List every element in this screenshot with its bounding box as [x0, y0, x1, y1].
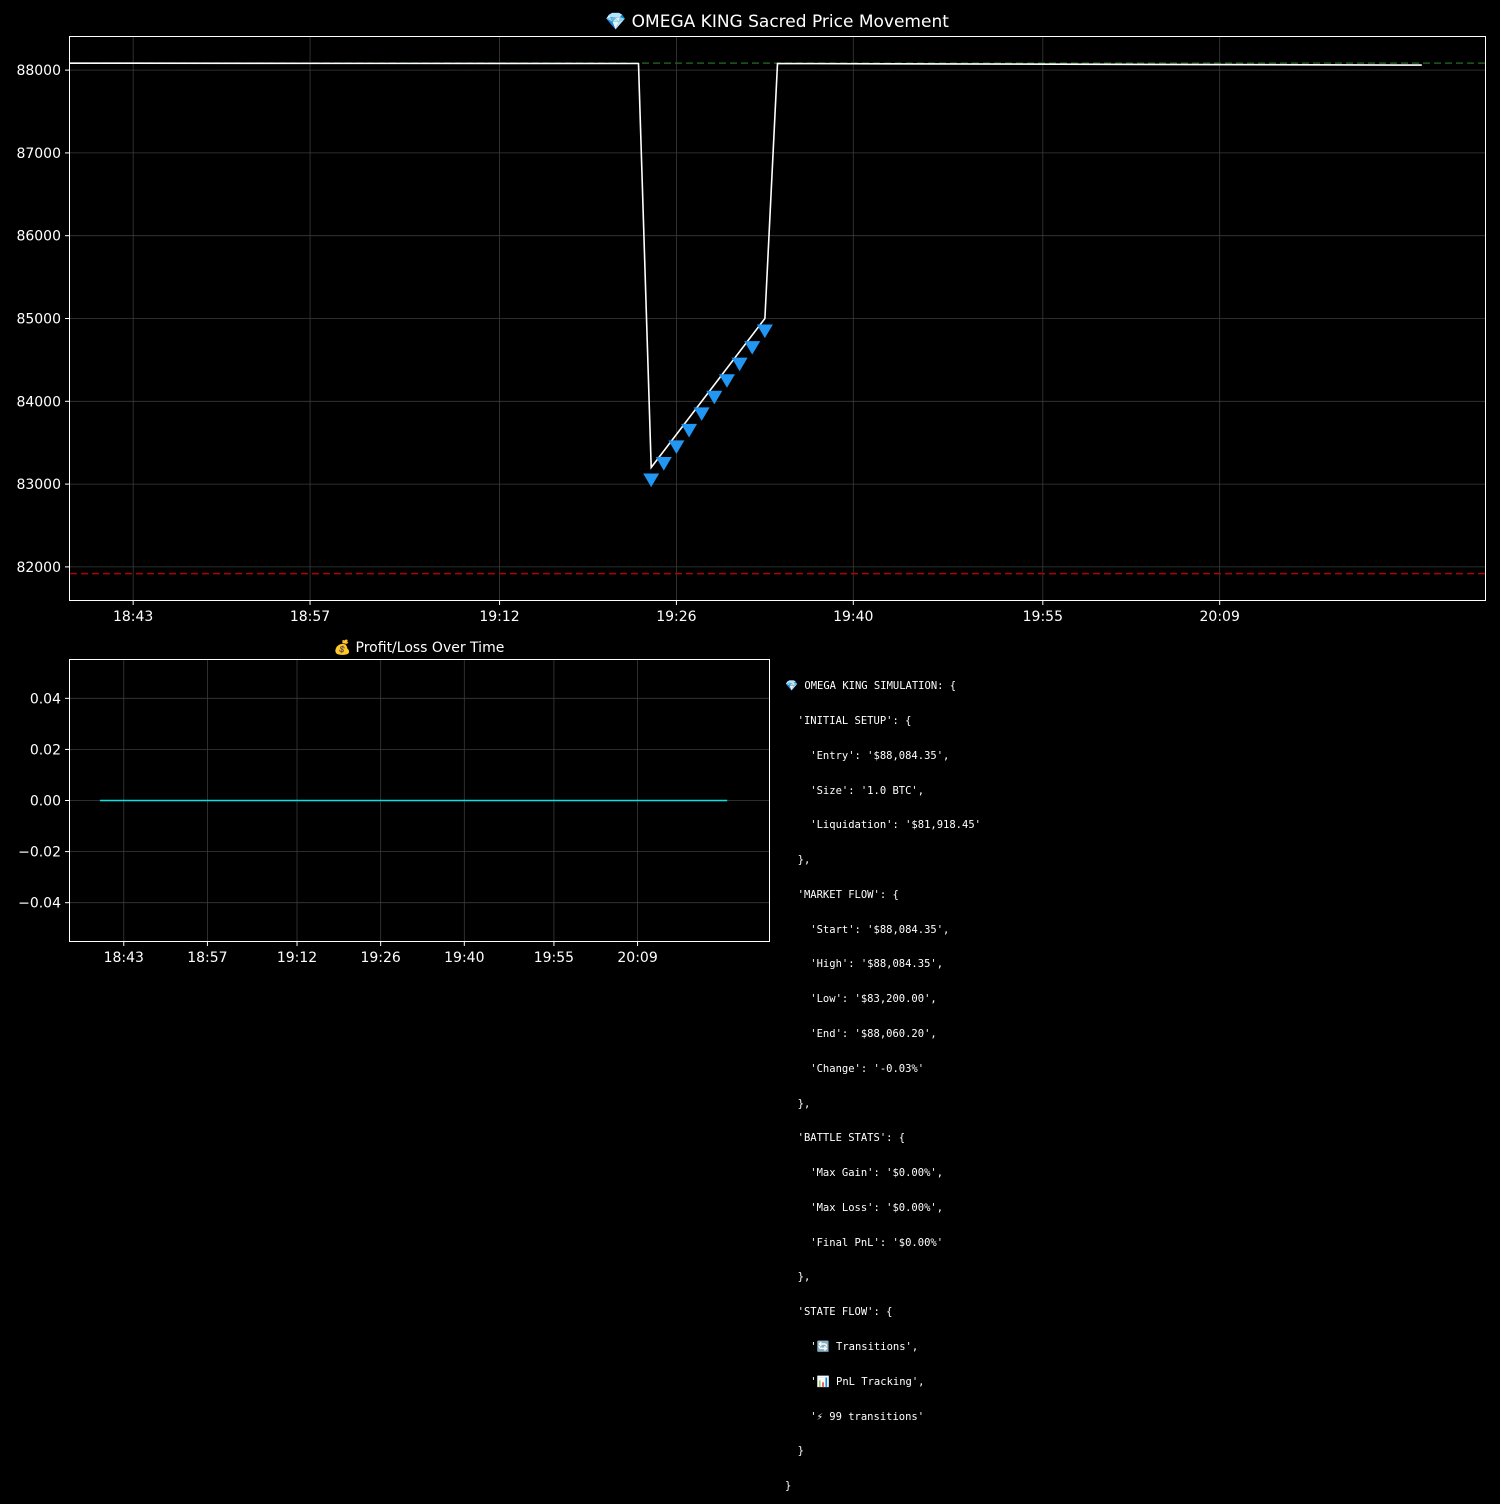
x-tick-label: 19:40 [833, 609, 873, 625]
price-line [69, 62, 1422, 470]
y-tick-label: 82000 [16, 560, 61, 576]
summary-line: 'End': '$88,060.20', [785, 1028, 937, 1040]
pnl-chart-title: 💰 Profit/Loss Over Time [334, 639, 505, 656]
sell-marker [731, 357, 748, 372]
summary-line: } [785, 1445, 804, 1458]
price-chart-title: 💎 OMEGA KING Sacred Price Movement [605, 12, 949, 32]
y-tick-label: −0.02 [18, 845, 61, 861]
summary-line: }, [785, 1271, 811, 1284]
summary-line: 'MARKET FLOW': { [785, 888, 899, 901]
price-x-axis: 18:43 18:57 19:12 19:26 19:40 19:55 20:09 [113, 600, 1240, 625]
x-tick-label: 18:43 [113, 609, 153, 625]
y-tick-label: 88000 [16, 63, 61, 79]
pnl-y-axis: −0.04 −0.02 0.00 0.02 0.04 [18, 691, 70, 912]
y-tick-label: 0.02 [30, 742, 61, 758]
summary-line: '🔄 Transitions', [785, 1341, 919, 1354]
summary-line: 'Start': '$88,084.35', [785, 923, 950, 936]
x-tick-label: 18:57 [290, 609, 330, 625]
y-tick-label: 84000 [16, 394, 61, 410]
price-chart: 💎 OMEGA KING Sacred Price Movement 18:43… [16, 12, 1486, 625]
summary-line: 'STATE FLOW': { [785, 1306, 893, 1319]
summary-line: 'Change': '-0.03%' [785, 1062, 925, 1075]
summary-line: 'BATTLE STATS': { [785, 1132, 906, 1145]
x-tick-label: 20:09 [1200, 609, 1240, 625]
sell-marker [756, 324, 773, 339]
y-tick-label: 0.00 [30, 794, 61, 810]
x-tick-label: 19:55 [534, 950, 574, 966]
sell-marker [693, 407, 710, 421]
summary-line: 'Final PnL': '$0.00%' [785, 1236, 944, 1249]
y-tick-label: −0.04 [18, 896, 61, 912]
summary-line: '📊 PnL Tracking', [785, 1375, 925, 1388]
summary-line: }, [785, 854, 811, 867]
summary-line: 'Max Loss': '$0.00%', [785, 1201, 944, 1214]
summary-line: 'Size': '1.0 BTC', [785, 784, 925, 797]
summary-line: } [785, 1480, 792, 1493]
summary-line: 'Liquidation': '$81,918.45' [785, 819, 981, 832]
sell-marker [681, 423, 698, 438]
simulation-summary: 💎 OMEGA KING SIMULATION: { 'INITIAL SETU… [785, 658, 1485, 1504]
x-tick-label: 20:09 [617, 950, 657, 966]
summary-line: 'High': '$88,084.35', [785, 958, 944, 971]
summary-line: 'Low': '$83,200.00', [785, 993, 937, 1006]
x-tick-label: 18:43 [104, 950, 144, 966]
y-tick-label: 85000 [16, 312, 61, 328]
y-tick-label: 83000 [16, 477, 61, 493]
sell-marker [718, 374, 735, 388]
summary-line: '⚡ 99 transitions' [785, 1410, 925, 1423]
summary-line: 'Entry': '$88,084.35', [785, 749, 950, 762]
x-tick-label: 18:57 [187, 950, 227, 966]
sell-marker [655, 456, 672, 471]
y-tick-label: 86000 [16, 229, 61, 245]
x-tick-label: 19:55 [1023, 609, 1063, 625]
x-tick-label: 19:26 [656, 609, 696, 625]
x-tick-label: 19:40 [444, 950, 484, 966]
sell-markers [643, 324, 773, 488]
sell-marker [744, 341, 761, 355]
summary-line: 'Max Gain': '$0.00%', [785, 1167, 944, 1180]
sell-marker [643, 473, 660, 488]
summary-line: 'INITIAL SETUP': { [785, 714, 912, 727]
summary-line: 💎 OMEGA KING SIMULATION: { [785, 680, 957, 693]
summary-line: }, [785, 1097, 811, 1110]
price-y-axis: 82000 83000 84000 85000 86000 87000 88000 [16, 63, 70, 576]
y-tick-label: 87000 [16, 146, 61, 162]
price-series [69, 62, 1422, 470]
pnl-chart: 💰 Profit/Loss Over Time 18:43 18:57 19:12 1… [18, 639, 770, 966]
x-tick-label: 19:12 [479, 609, 519, 625]
price-chart-grid [70, 37, 1485, 600]
y-tick-label: 0.04 [30, 691, 61, 707]
x-tick-label: 19:12 [277, 950, 317, 966]
sell-marker [668, 440, 685, 455]
x-tick-label: 19:26 [360, 950, 400, 966]
sell-marker [706, 390, 723, 405]
pnl-x-axis: 18:43 18:57 19:12 19:26 19:40 19:55 20:09 [104, 941, 658, 966]
